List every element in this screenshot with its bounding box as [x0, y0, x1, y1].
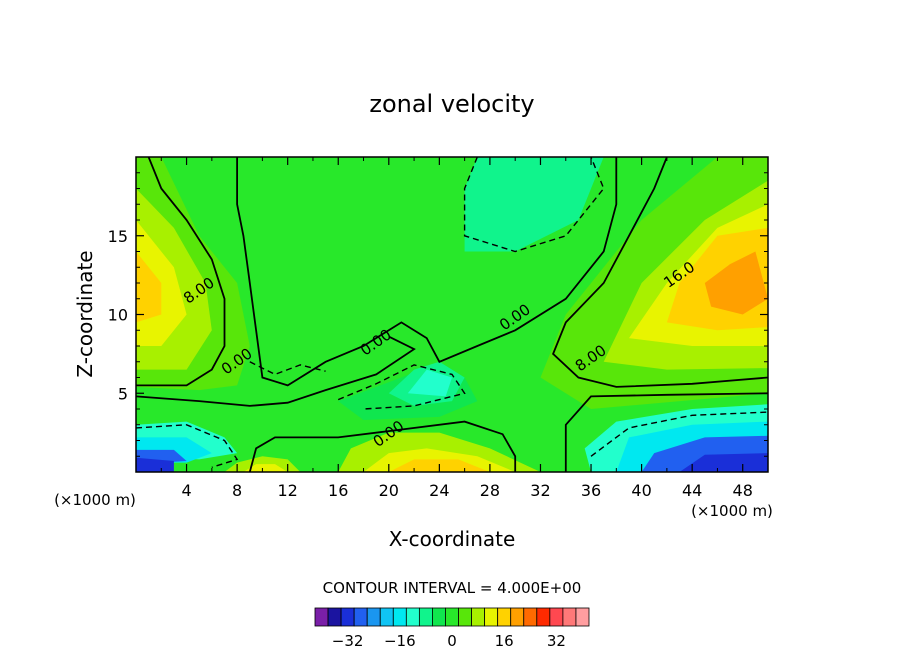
x-axis-title: X-coordinate — [389, 527, 516, 551]
colorbar-swatch — [484, 607, 499, 627]
y-tick-label: 10 — [108, 306, 128, 325]
contour-line-1 — [136, 157, 226, 387]
colorbar-tick-label: 0 — [447, 632, 457, 650]
colorbar-swatch — [445, 607, 459, 627]
colorbar-tick-label: 16 — [495, 632, 514, 650]
colorbar-tick-label: −16 — [384, 632, 416, 650]
x-tick-label: 40 — [631, 481, 651, 500]
x-tick-label: 20 — [379, 481, 399, 500]
colorbar-swatch — [340, 607, 355, 627]
contour-line-6 — [136, 335, 416, 407]
y-tick-label: 15 — [108, 227, 128, 246]
contour-region-4 — [136, 251, 162, 323]
colorbar-swatch — [418, 607, 433, 627]
contour-interval-text: CONTOUR INTERVAL = 4.000E+00 — [323, 579, 582, 597]
colorbar-swatch — [432, 607, 446, 627]
y-tick-label: 5 — [118, 384, 128, 403]
colorbar-swatch — [458, 607, 472, 627]
colorbar-swatch — [575, 607, 590, 627]
x-tick-label: 16 — [328, 481, 348, 500]
x-unit-note-left: (×1000 m) — [54, 491, 136, 509]
contour-line-11 — [249, 361, 326, 376]
colorbar-swatch — [536, 607, 551, 627]
colorbar-swatch — [327, 607, 342, 627]
x-tick-label: 12 — [278, 481, 298, 500]
x-tick-label: 8 — [232, 481, 242, 500]
contour-line-7 — [337, 364, 466, 410]
colorbar-swatch — [353, 607, 368, 627]
y-axis-title: Z-coordinate — [73, 250, 97, 377]
x-tick-label: 32 — [530, 481, 550, 500]
colorbar-tick-label: 32 — [547, 632, 566, 650]
contour-region-11 — [464, 157, 604, 252]
contour-line-2 — [236, 157, 618, 387]
contour-line-8 — [463, 157, 605, 253]
colorbar-swatch — [392, 607, 407, 627]
colorbar-swatch — [405, 607, 420, 627]
colorbar-tick-label: −32 — [332, 632, 364, 650]
colorbar-swatch — [510, 607, 525, 627]
x-tick-label: 48 — [733, 481, 753, 500]
contour-line-4 — [564, 392, 768, 472]
colorbar-swatch — [497, 607, 512, 627]
colorbar-swatch — [471, 607, 486, 627]
colorbar-swatch — [562, 607, 577, 627]
contour-region-9 — [704, 251, 768, 315]
x-tick-label: 36 — [581, 481, 601, 500]
colorbar-swatch — [549, 607, 564, 627]
contour-line-10 — [590, 411, 768, 457]
contour-region-17 — [136, 457, 174, 472]
colorbar-swatch — [314, 607, 329, 627]
contour-line-3 — [552, 157, 768, 388]
x-tick-label: 4 — [181, 481, 191, 500]
contour-line-9 — [136, 424, 239, 468]
contour-region-21 — [679, 453, 768, 472]
x-unit-note-right: (×1000 m) — [691, 502, 773, 520]
contour-region-13 — [407, 369, 452, 397]
x-tick-label: 24 — [429, 481, 449, 500]
colorbar-swatch — [379, 607, 394, 627]
contour-line-5 — [248, 420, 517, 472]
x-tick-label: 28 — [480, 481, 500, 500]
chart-title: zonal velocity — [369, 90, 534, 118]
contour-region-26 — [243, 464, 288, 472]
colorbar-swatch — [523, 607, 538, 627]
colorbar-swatch — [366, 607, 381, 627]
x-tick-label: 44 — [682, 481, 702, 500]
